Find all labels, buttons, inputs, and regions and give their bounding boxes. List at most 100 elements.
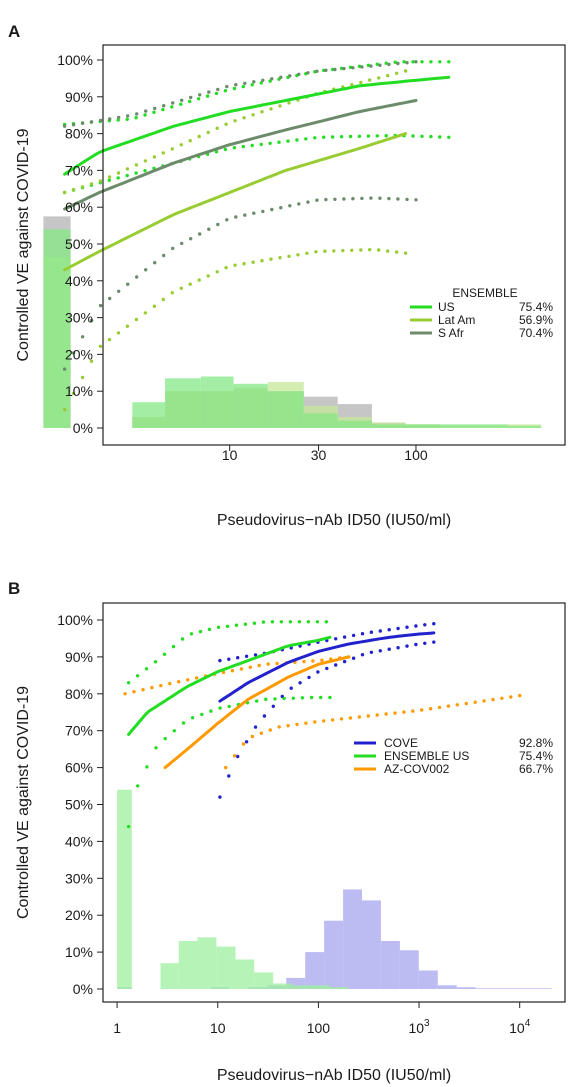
histogram-bar-a-2-1 [132, 402, 166, 428]
ci-point-a-0 [188, 99, 192, 104]
ci-point-b-0 [307, 675, 311, 680]
ci-point-b-2 [366, 714, 370, 718]
series-line-a-us [63, 75, 451, 176]
y-tick-label-b: 30% [65, 870, 93, 886]
ci-point-b-0 [253, 725, 258, 729]
histogram-bar-b-1-1 [160, 963, 179, 989]
ci-point-a-1 [395, 250, 399, 254]
ci-point-b-1 [309, 695, 314, 700]
ci-point-b-2 [384, 712, 388, 716]
ci-point-a-2 [189, 237, 193, 241]
ci-point-a-1 [197, 278, 201, 282]
ci-point-a-1 [278, 104, 282, 108]
ci-point-a-0 [393, 60, 397, 64]
ci-point-a-2 [243, 81, 247, 86]
ci-point-b-2 [428, 707, 433, 711]
ci-point-a-2 [225, 218, 229, 222]
plot-frame-b [102, 602, 566, 1003]
ci-point-b-2 [437, 705, 442, 710]
y-tick-label-b: 40% [65, 833, 93, 849]
ci-point-a-2 [369, 64, 373, 68]
y-tick-label-a: 80% [65, 126, 93, 142]
ci-point-a-2 [198, 93, 202, 97]
ci-point-a-0 [375, 62, 379, 66]
ci-point-a-2 [80, 121, 85, 126]
ci-point-a-2 [333, 197, 337, 201]
ci-point-b-0 [271, 704, 275, 708]
ci-point-b-0 [369, 630, 374, 634]
ci-point-a-0 [232, 146, 237, 150]
ci-point-a-0 [322, 135, 326, 139]
histogram-bar-b-0-4 [286, 977, 306, 989]
ci-point-a-0 [348, 134, 353, 139]
ci-point-a-0 [366, 134, 371, 138]
ci-point-a-1 [287, 101, 291, 105]
x-tick-label-b: 1 [113, 1020, 121, 1036]
ci-point-b-0 [378, 629, 382, 633]
ci-point-b-1 [154, 746, 158, 750]
ci-point-b-0 [334, 637, 338, 641]
ci-point-b-1 [264, 697, 268, 701]
histogram-bar-a-2-7 [337, 420, 372, 428]
ci-upper-a-0 [62, 60, 451, 127]
ci-point-b-0 [423, 623, 427, 627]
ci-point-a-0 [420, 134, 424, 138]
ci-point-a-0 [214, 150, 219, 154]
ci-point-a-2 [207, 90, 211, 94]
ci-point-a-0 [438, 135, 442, 139]
ci-point-b-1 [234, 623, 239, 627]
ci-point-b-0 [351, 633, 356, 638]
series-line-a-s-afr [63, 99, 418, 211]
histogram-bar-a-2-5 [267, 391, 304, 428]
ci-point-a-0 [277, 140, 281, 144]
ci-point-a-1 [62, 407, 67, 412]
legend-value-b: 66.7% [519, 762, 553, 776]
ci-point-a-1 [359, 80, 363, 85]
ci-point-a-2 [261, 78, 265, 83]
legend-name-b: ENSEMBLE US [384, 749, 469, 763]
ci-point-a-2 [71, 123, 76, 127]
ci-lower-a-2 [62, 196, 418, 371]
series-line-a-lat-am [63, 132, 408, 272]
histogram-bar-b-0-11 [418, 970, 438, 989]
ci-point-a-0 [232, 86, 237, 91]
ci-point-a-2 [387, 196, 391, 201]
ci-point-a-2 [270, 77, 274, 81]
ci-point-b-1 [181, 721, 186, 725]
ci-point-a-1 [251, 113, 255, 117]
panel-a: A 0% 10% 20% 30% 40% 50% 60% 70% 80% 90% 100% 10 30 10… [8, 22, 566, 529]
ci-point-b-0 [414, 642, 418, 647]
plot-frame-a [102, 44, 566, 446]
ci-point-b-0 [405, 644, 409, 648]
ci-point-b-2 [375, 713, 379, 717]
ci-point-b-0 [342, 635, 347, 639]
ci-point-b-2 [141, 688, 145, 692]
ci-point-b-0 [289, 686, 293, 690]
ci-point-b-2 [232, 754, 237, 758]
ci-point-a-2 [153, 261, 157, 265]
ci-point-a-1 [134, 163, 139, 167]
series-line-b-az-cov002 [163, 655, 351, 770]
ci-point-b-0 [405, 625, 409, 629]
ci-point-a-0 [447, 60, 451, 64]
ci-point-a-0 [250, 143, 254, 148]
ci-point-b-1 [216, 625, 221, 629]
y-tick-label-b: 0% [73, 981, 93, 997]
ci-point-b-1 [218, 706, 222, 710]
ci-point-a-0 [259, 81, 263, 85]
legend-title-a: ENSEMBLE [452, 286, 517, 300]
ci-point-a-1 [403, 69, 408, 73]
y-axis-label-b: Controlled VE against COVID-19 [15, 686, 32, 919]
ci-point-a-1 [260, 259, 264, 263]
ci-point-a-0 [384, 134, 388, 138]
y-tick-label-a: 60% [65, 199, 93, 215]
ci-point-a-1 [233, 119, 237, 123]
ci-point-a-0 [223, 89, 228, 93]
ci-point-a-2 [162, 104, 166, 108]
ci-point-b-2 [482, 699, 486, 703]
ci-point-b-1 [207, 627, 212, 632]
ci-point-a-1 [89, 359, 94, 363]
ci-point-a-1 [386, 249, 390, 253]
ci-point-a-0 [420, 60, 424, 64]
x-tick-label-a: 30 [311, 447, 327, 463]
